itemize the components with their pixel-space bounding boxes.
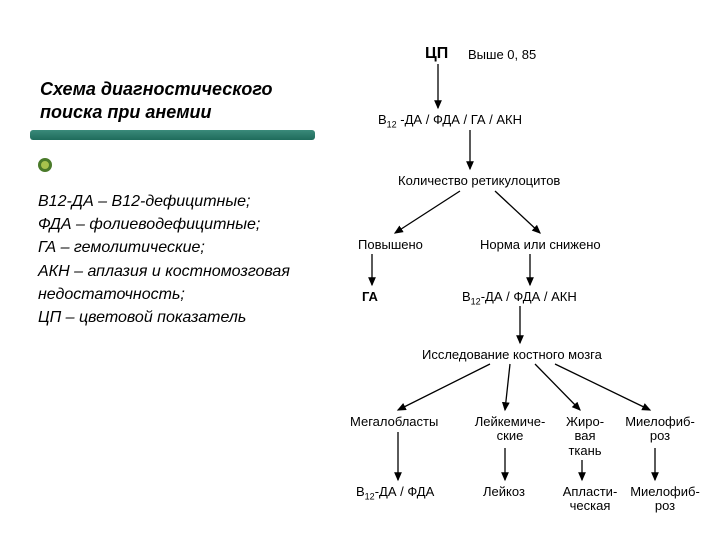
arrows-layer [0, 0, 720, 540]
